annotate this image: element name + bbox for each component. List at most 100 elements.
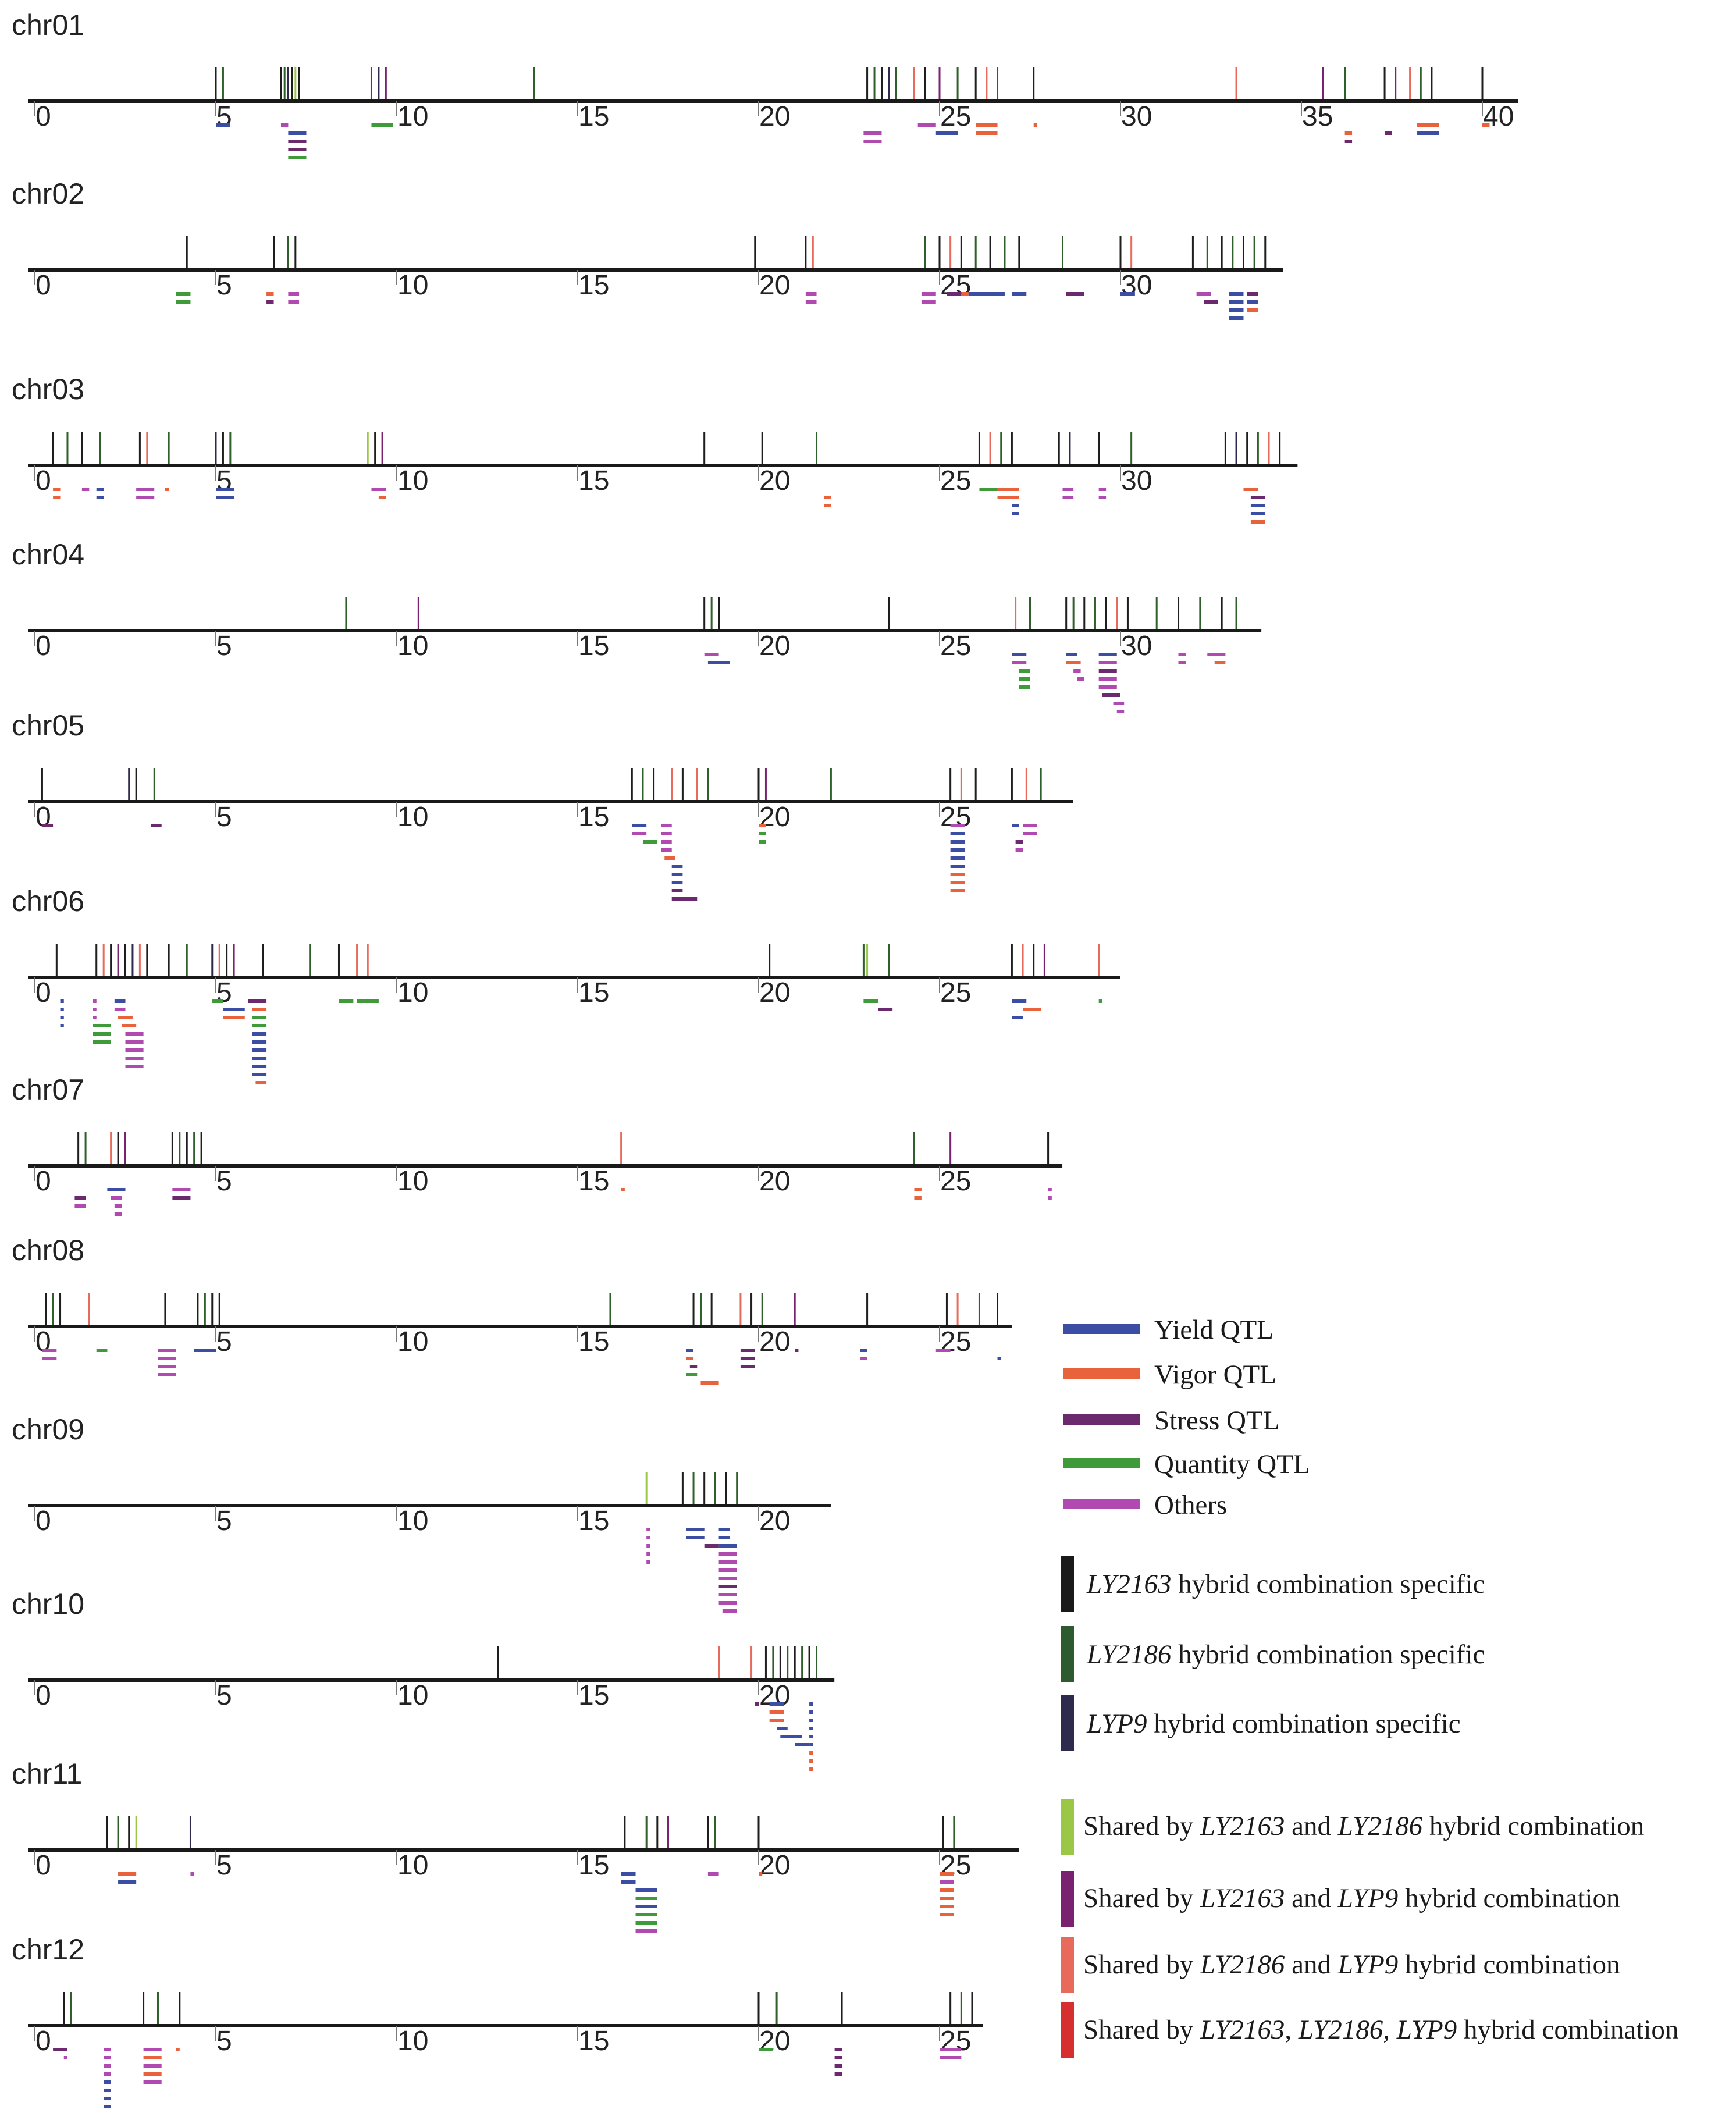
qtl-vigor bbox=[53, 496, 61, 499]
chromosome-chr09: chr09 0 5 10 15 20 bbox=[12, 1413, 831, 1613]
qtl-vigor bbox=[1247, 308, 1258, 312]
qtl-others bbox=[143, 2080, 162, 2084]
marker-dark bbox=[949, 768, 952, 802]
marker-dark bbox=[1011, 944, 1013, 977]
legend-label: LY2186 hybrid combination specific bbox=[1086, 1639, 1485, 1670]
qtl-vigor bbox=[976, 123, 998, 127]
tick-label: 30 bbox=[1121, 270, 1152, 301]
chromosome-axis bbox=[28, 1325, 1012, 1328]
qtl-yield bbox=[252, 1032, 267, 1036]
marker-dark bbox=[942, 1816, 944, 1850]
qtl-stress bbox=[1385, 131, 1392, 135]
qtl-stress bbox=[1015, 840, 1023, 844]
qtl-others bbox=[1178, 661, 1186, 664]
marker-dark bbox=[1098, 432, 1100, 465]
marker-green bbox=[974, 236, 977, 270]
qtl-vigor bbox=[1214, 661, 1226, 664]
marker-green bbox=[117, 1816, 119, 1850]
qtl-others bbox=[863, 140, 882, 143]
marker-dark bbox=[179, 1992, 181, 2026]
tick-label: 10 bbox=[397, 1166, 428, 1197]
qtl-others bbox=[1098, 677, 1117, 681]
legend-item-shared: Shared by LY2163, LY2186, LYP9 hybrid co… bbox=[1061, 2002, 1678, 2058]
marker-navy bbox=[888, 67, 890, 101]
qtl-stress bbox=[1102, 693, 1120, 697]
qtl-yield bbox=[104, 2097, 111, 2100]
marker-navy bbox=[189, 1816, 191, 1850]
marker-green bbox=[229, 432, 232, 465]
qtl-yield bbox=[795, 1743, 810, 1746]
marker-green bbox=[775, 1992, 778, 2026]
legend-item-specific: LY2163 hybrid combination specific bbox=[1061, 1556, 1485, 1612]
qtl-yield bbox=[194, 1349, 216, 1352]
marker-dark bbox=[1264, 236, 1267, 270]
qtl-yield bbox=[1012, 512, 1019, 515]
marker-dark bbox=[55, 944, 58, 977]
tick-label: 15 bbox=[578, 1166, 609, 1197]
legend-swatch bbox=[1061, 1695, 1074, 1751]
qtl-yield bbox=[686, 1528, 705, 1531]
qtl-stress bbox=[74, 1196, 86, 1200]
tick-label: 15 bbox=[578, 1850, 609, 1881]
marker-dark bbox=[81, 432, 83, 465]
qtl-quantity bbox=[176, 300, 191, 304]
marker-dark bbox=[1191, 236, 1194, 270]
marker-salmon bbox=[956, 1293, 959, 1326]
marker-dark bbox=[1383, 67, 1386, 101]
qtl-others bbox=[158, 1373, 176, 1376]
qtl-yield bbox=[632, 824, 647, 827]
qtl-vigor bbox=[914, 1188, 922, 1191]
marker-dark bbox=[1047, 1132, 1050, 1166]
qtl-others bbox=[288, 292, 300, 296]
qtl-vigor bbox=[940, 1905, 954, 1908]
marker-dark bbox=[291, 67, 293, 101]
qtl-others bbox=[661, 848, 672, 852]
tick-label: 20 bbox=[759, 270, 790, 301]
marker-salmon bbox=[218, 944, 220, 977]
qtl-others bbox=[917, 123, 936, 127]
qtl-others bbox=[158, 1365, 176, 1368]
marker-salmon bbox=[750, 1646, 753, 1680]
marker-dark bbox=[945, 1293, 948, 1326]
qtl-stress bbox=[1344, 140, 1353, 143]
qtl-vigor bbox=[1033, 123, 1037, 127]
qtl-yield bbox=[1066, 653, 1077, 656]
qtl-quantity bbox=[863, 999, 878, 1003]
qtl-stress bbox=[704, 1544, 719, 1548]
qtl-vigor bbox=[976, 131, 998, 135]
tick-label: 0 bbox=[35, 1850, 51, 1881]
qtl-yield bbox=[950, 865, 965, 868]
qtl-others bbox=[704, 653, 719, 656]
marker-green bbox=[533, 67, 535, 101]
qtl-others bbox=[1178, 653, 1186, 656]
qtl-stress bbox=[755, 1702, 759, 1706]
tick-label: 20 bbox=[759, 1166, 790, 1197]
legend-label: Vigor QTL bbox=[1154, 1360, 1276, 1390]
tick-label: 5 bbox=[216, 270, 232, 301]
marker-green bbox=[692, 1472, 695, 1506]
legend-item-qtl: Stress QTL bbox=[1063, 1406, 1279, 1436]
marker-salmon bbox=[102, 944, 105, 977]
qtl-yield bbox=[104, 2105, 111, 2108]
marker-green bbox=[1257, 432, 1259, 465]
legend-label: Shared by LY2163 and LY2186 hybrid combi… bbox=[1083, 1811, 1644, 1841]
qtl-others bbox=[125, 1040, 144, 1044]
qtl-others bbox=[921, 300, 936, 304]
qtl-others bbox=[646, 1536, 650, 1539]
qtl-yield bbox=[621, 1872, 636, 1876]
chromosome-label: chr04 bbox=[12, 538, 84, 571]
qtl-stress bbox=[1250, 496, 1265, 499]
qtl-quantity bbox=[1098, 999, 1102, 1003]
qtl-yield bbox=[252, 1073, 267, 1076]
marker-green bbox=[1040, 768, 1042, 802]
qtl-quantity bbox=[979, 488, 998, 491]
marker-green bbox=[1029, 597, 1031, 631]
qtl-vigor bbox=[176, 2048, 180, 2051]
qtl-vigor bbox=[1023, 1008, 1041, 1011]
qtl-others bbox=[805, 292, 817, 296]
qtl-vigor bbox=[950, 889, 965, 892]
qtl-stress bbox=[718, 1585, 737, 1588]
qtl-vigor bbox=[621, 1188, 625, 1191]
tick-label: 0 bbox=[35, 977, 51, 1008]
